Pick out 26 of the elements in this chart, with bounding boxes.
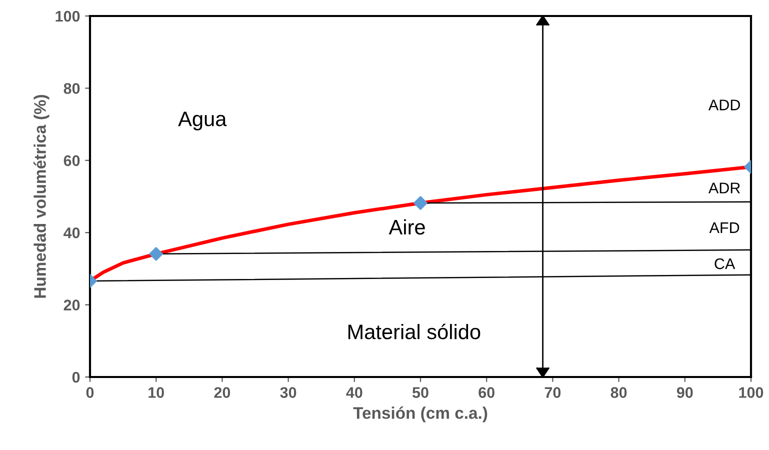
x-tick-label: 50 [412,387,428,398]
x-tick-label: 90 [676,387,693,398]
annotation: ADR [708,182,740,194]
annotation: CA [714,258,736,270]
annotation: Agua [178,112,227,130]
x-tick-label: 10 [148,387,164,398]
x-axis-title: Tensión (cm c.a.) [353,406,488,422]
x-tick-label: 80 [610,387,627,398]
annotation: ADD [708,100,740,110]
annotation: Material sólido [348,324,480,340]
annotation: Aire [388,219,425,235]
x-tick-label: 60 [478,387,494,398]
x-tick-label: 70 [544,387,561,398]
x-tick-label: 40 [346,387,362,398]
x-tick-label: 100 [739,387,764,398]
y-tick-label: 40 [64,227,80,238]
y-tick-label: 20 [64,300,80,310]
y-axis-title: Humedad volumétrica (%) [34,94,50,298]
x-tick-label: 0 [86,387,94,398]
y-tick-label: 80 [64,83,80,94]
x-tick-label: 20 [214,387,230,398]
y-tick-label: 0 [72,372,80,383]
y-tick-label: 100 [56,10,80,22]
annotation: AFD [709,222,740,233]
x-tick-label: 30 [280,387,296,398]
y-tick-label: 60 [64,155,80,166]
